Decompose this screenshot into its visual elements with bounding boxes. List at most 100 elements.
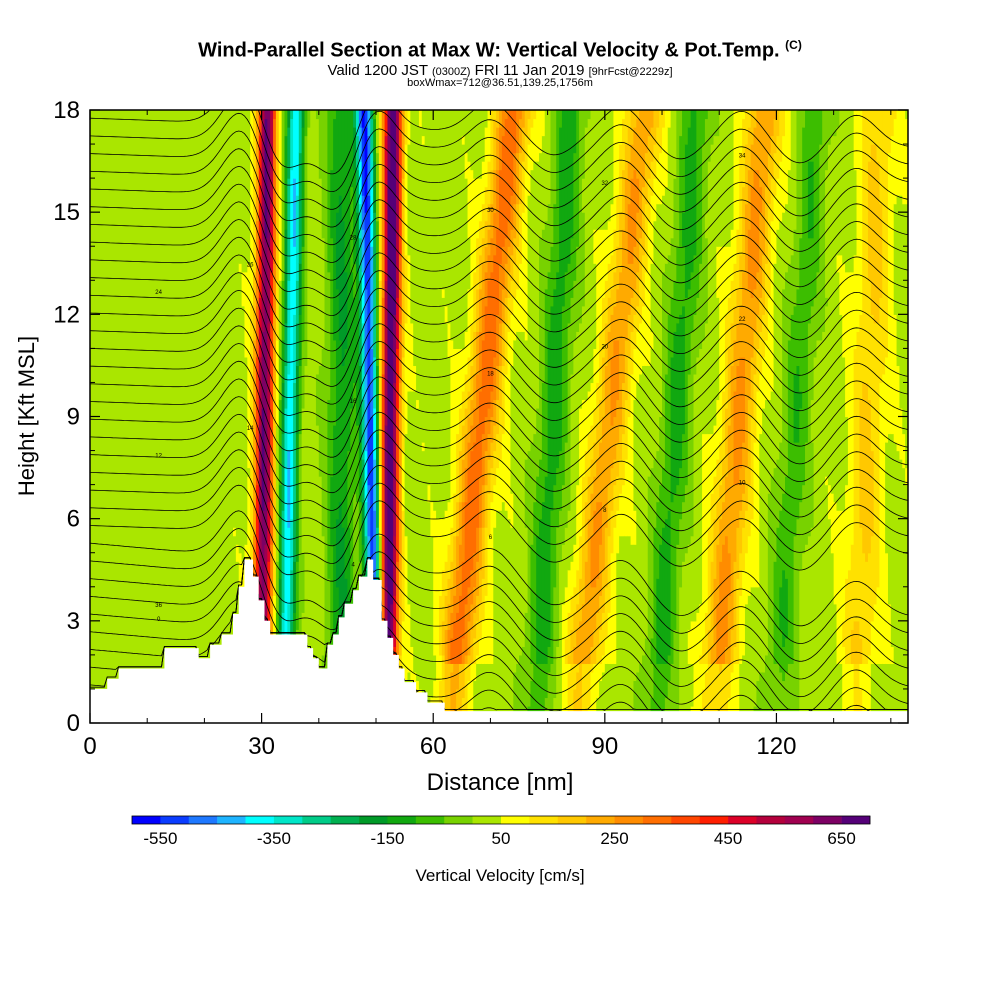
theta-contour <box>90 396 908 494</box>
w-cell <box>673 493 677 630</box>
w-cell <box>716 459 720 503</box>
w-cell <box>307 110 311 128</box>
w-cell <box>624 399 629 460</box>
w-cell <box>690 620 695 664</box>
w-cell <box>581 110 586 179</box>
w-cell <box>699 663 703 716</box>
w-cell <box>556 467 560 528</box>
w-cell <box>255 484 260 596</box>
w-cell <box>621 484 626 537</box>
w-cell <box>893 118 898 205</box>
w-cell <box>873 603 878 665</box>
w-cell <box>782 135 786 213</box>
w-cell <box>893 110 898 120</box>
w-cell <box>785 578 789 639</box>
w-cell <box>381 297 386 375</box>
w-cell <box>275 280 280 341</box>
w-cell <box>481 203 486 239</box>
colorbar-swatch <box>586 816 615 824</box>
w-cell <box>141 110 145 723</box>
w-cell <box>856 663 860 723</box>
w-cell <box>587 663 592 707</box>
w-cell <box>647 135 652 179</box>
w-cell <box>281 433 286 511</box>
w-cell <box>564 442 569 528</box>
w-cell <box>493 212 497 256</box>
w-cell <box>905 484 908 723</box>
w-cell <box>539 663 543 723</box>
w-cell <box>453 595 457 622</box>
w-cell <box>650 331 655 349</box>
w-cell <box>553 110 557 205</box>
w-cell <box>584 127 589 401</box>
w-cell <box>519 331 523 656</box>
w-cell <box>853 348 858 622</box>
w-cell <box>659 110 663 154</box>
w-cell <box>613 527 617 664</box>
w-cell <box>567 569 572 613</box>
w-cell <box>581 305 586 401</box>
w-cell <box>473 407 477 443</box>
w-cell <box>667 127 672 256</box>
w-cell <box>284 135 288 230</box>
w-cell <box>499 263 503 324</box>
w-cell <box>527 110 532 120</box>
w-cell <box>444 561 449 596</box>
w-cell <box>627 161 632 205</box>
w-cell <box>587 518 592 665</box>
w-cell <box>867 110 872 162</box>
w-cell <box>782 569 786 647</box>
w-cell <box>590 586 594 647</box>
w-cell <box>427 484 431 503</box>
w-cell <box>667 110 672 128</box>
w-cell <box>373 118 377 162</box>
w-cell <box>255 356 260 486</box>
w-cell <box>447 663 451 723</box>
theta-contour <box>90 557 908 712</box>
w-cell <box>890 646 895 665</box>
w-cell <box>601 654 606 673</box>
w-cell <box>579 407 583 537</box>
w-cell <box>370 246 374 349</box>
w-cell <box>464 433 469 469</box>
x-tick-label: 0 <box>83 733 96 760</box>
w-cell <box>470 365 474 401</box>
w-cell <box>642 305 646 367</box>
w-cell <box>98 110 103 723</box>
w-cell <box>335 518 340 588</box>
w-cell <box>810 237 815 307</box>
w-cell <box>616 195 620 247</box>
w-cell <box>367 535 371 571</box>
w-cell <box>607 663 612 723</box>
w-cell <box>315 373 320 426</box>
colorbar-label: Vertical Velocity [cm/s] <box>415 866 584 885</box>
w-cell <box>873 110 878 145</box>
w-cell <box>833 135 838 503</box>
w-cell <box>827 144 832 486</box>
w-cell <box>642 365 646 656</box>
w-cell <box>739 254 743 307</box>
w-cell <box>827 484 832 520</box>
w-cell <box>516 203 520 247</box>
w-cell <box>730 663 735 673</box>
w-cell <box>484 450 489 486</box>
w-cell <box>664 518 669 665</box>
w-cell <box>604 586 609 639</box>
w-cell <box>630 144 635 179</box>
w-cell <box>825 305 829 477</box>
w-cell <box>444 305 449 324</box>
w-cell <box>541 135 546 230</box>
w-cell <box>559 510 563 562</box>
w-cell <box>782 680 786 723</box>
w-cell <box>478 527 483 571</box>
w-cell <box>467 663 471 682</box>
w-cell <box>301 552 306 613</box>
w-cell <box>670 663 675 723</box>
w-cell <box>507 297 512 332</box>
w-cell <box>853 110 858 171</box>
w-cell <box>393 595 397 647</box>
w-cell <box>438 654 443 682</box>
w-cell <box>636 382 640 673</box>
w-cell <box>373 110 377 120</box>
w-cell <box>461 459 466 503</box>
